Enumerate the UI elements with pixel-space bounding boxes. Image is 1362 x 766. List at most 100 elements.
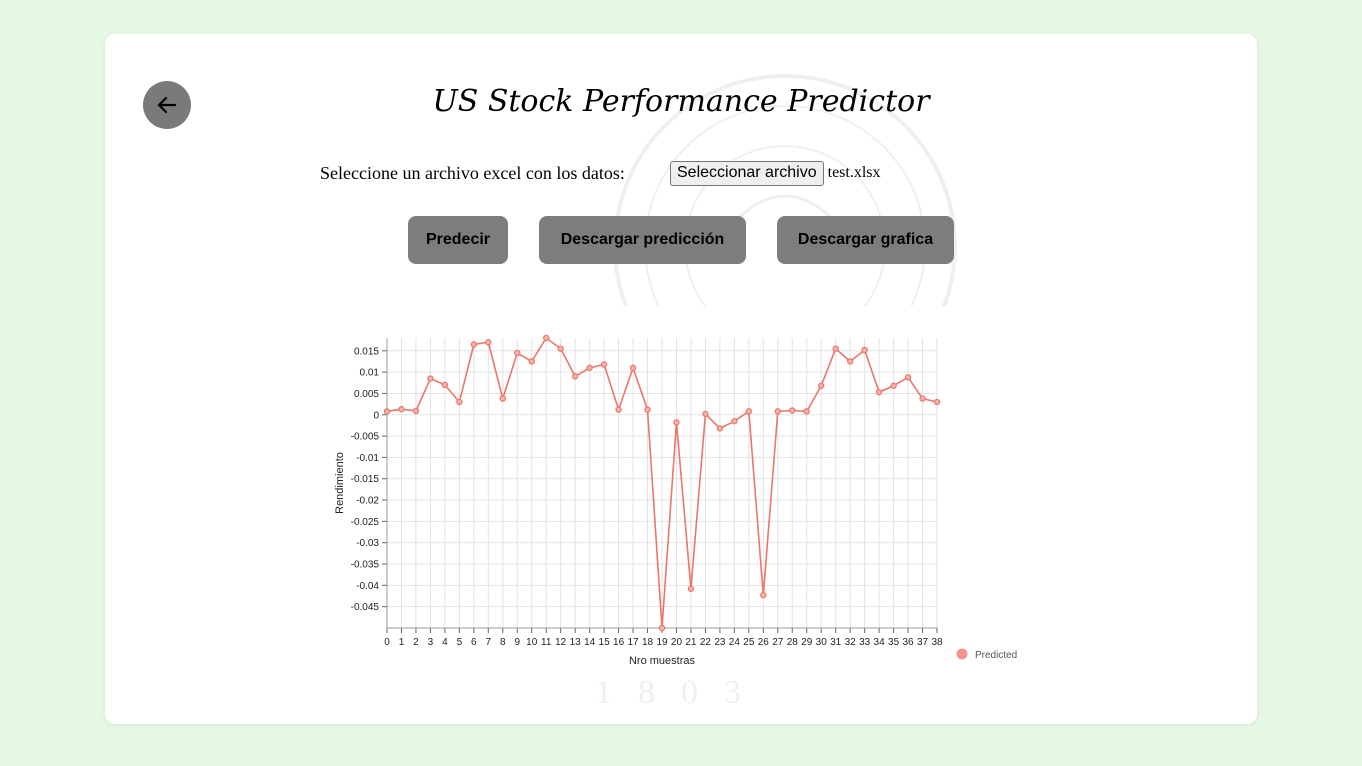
- y-tick-label: 0.01: [360, 368, 380, 379]
- x-tick-label: 33: [859, 637, 871, 648]
- x-tick-label: 22: [700, 637, 712, 648]
- x-tick-label: 15: [599, 637, 611, 648]
- data-point: [875, 388, 883, 396]
- download-chart-button[interactable]: Descargar grafica: [777, 216, 954, 264]
- data-point: [919, 395, 926, 402]
- data-point: [745, 408, 753, 415]
- data-point: [731, 417, 738, 425]
- x-tick-label: 17: [627, 637, 639, 648]
- y-tick-label: -0.005: [351, 432, 380, 443]
- y-tick-label: -0.02: [356, 496, 379, 507]
- x-tick-label: 1: [399, 637, 405, 648]
- x-tick-label: 9: [514, 637, 520, 648]
- x-tick-label: 36: [902, 637, 914, 648]
- x-tick-label: 37: [917, 637, 929, 648]
- data-point: [716, 425, 724, 432]
- y-tick-label: 0.005: [354, 389, 379, 400]
- x-tick-label: 16: [613, 637, 625, 648]
- data-point: [702, 410, 709, 418]
- x-tick-label: 21: [685, 637, 697, 648]
- select-file-button[interactable]: Seleccionar archivo: [670, 160, 824, 186]
- x-tick-label: 8: [500, 637, 506, 648]
- y-tick-label: -0.03: [356, 538, 379, 549]
- y-tick-label: -0.04: [356, 581, 379, 592]
- data-point: [789, 407, 796, 414]
- y-tick-label: -0.035: [351, 560, 380, 571]
- data-point: [904, 374, 912, 381]
- data-point: [427, 375, 434, 382]
- data-point: [412, 407, 420, 415]
- x-tick-label: 19: [656, 637, 668, 648]
- data-point: [571, 373, 579, 380]
- y-tick-label: -0.045: [351, 602, 380, 613]
- back-button[interactable]: [143, 81, 191, 129]
- x-tick-label: 34: [874, 637, 886, 648]
- x-tick-label: 23: [714, 637, 726, 648]
- data-point: [658, 624, 666, 632]
- y-tick-label: -0.01: [356, 453, 379, 464]
- predict-button[interactable]: Predecir: [408, 216, 508, 264]
- data-point: [441, 381, 449, 389]
- watermark-year: 1803: [595, 674, 767, 711]
- data-point: [615, 406, 622, 413]
- data-point: [456, 398, 463, 406]
- y-tick-label: -0.025: [351, 517, 380, 528]
- download-prediction-button[interactable]: Descargar predicción: [539, 216, 746, 264]
- x-tick-label: 27: [772, 637, 784, 648]
- x-tick-label: 38: [931, 637, 943, 648]
- data-point: [485, 339, 492, 346]
- x-tick-label: 25: [743, 637, 755, 648]
- x-tick-label: 6: [471, 637, 477, 648]
- x-tick-label: 29: [801, 637, 813, 648]
- x-tick-label: 10: [526, 637, 538, 648]
- data-point: [543, 334, 550, 342]
- main-card: 1803 US Stock Performance Predictor Sele…: [105, 34, 1257, 724]
- data-point: [514, 349, 521, 357]
- x-tick-label: 35: [888, 637, 900, 648]
- page-title: US Stock Performance Predictor: [432, 84, 930, 119]
- data-point: [586, 364, 593, 372]
- arrow-left-icon: [157, 96, 177, 114]
- prediction-chart: 0 1 2 3 4 5 6 7 8 9 10 11 12 13 14 15 16 17 18 19 20 21 22 23 24…: [334, 334, 1017, 667]
- x-tick-label: 32: [845, 637, 857, 648]
- x-tick-label: 26: [758, 637, 770, 648]
- x-tick-label: 24: [729, 637, 741, 648]
- data-point: [861, 346, 868, 354]
- x-tick-label: 7: [486, 637, 492, 648]
- x-tick-label: 0: [384, 637, 390, 648]
- data-point: [644, 406, 651, 413]
- x-tick-label: 14: [584, 637, 596, 648]
- file-select-label: Seleccione un archivo excel con los dato…: [320, 162, 625, 183]
- data-point: [803, 408, 810, 415]
- data-point: [528, 358, 535, 365]
- legend-marker: [956, 648, 968, 660]
- data-point: [557, 345, 564, 352]
- data-point: [818, 382, 825, 389]
- x-tick-label: 3: [428, 637, 434, 648]
- x-tick-label: 12: [555, 637, 567, 648]
- x-axis-title: Nro muestras: [629, 655, 696, 667]
- file-select-row: Seleccione un archivo excel con los dato…: [320, 160, 881, 186]
- data-point: [687, 585, 695, 592]
- data-point: [673, 419, 680, 426]
- x-tick-label: 28: [787, 637, 799, 648]
- x-tick-label: 13: [570, 637, 582, 648]
- data-point: [933, 398, 941, 406]
- y-tick-label: 0: [373, 410, 379, 421]
- y-axis-title: Rendimiento: [334, 452, 346, 514]
- x-tick-label: 2: [413, 637, 419, 648]
- data-point: [760, 591, 767, 599]
- data-point: [383, 408, 391, 415]
- x-tick-label: 5: [457, 637, 463, 648]
- data-point: [890, 382, 897, 389]
- data-point: [846, 358, 854, 365]
- y-tick-label: -0.015: [351, 474, 380, 485]
- x-tick-label: 31: [830, 637, 842, 648]
- x-tick-label: 11: [541, 637, 552, 648]
- data-point: [398, 406, 405, 413]
- data-point: [470, 341, 478, 348]
- x-tick-label: 18: [642, 637, 654, 648]
- selected-file-name: test.xlsx: [827, 164, 881, 181]
- x-tick-label: 30: [816, 637, 828, 648]
- x-tick-label: 20: [671, 637, 683, 648]
